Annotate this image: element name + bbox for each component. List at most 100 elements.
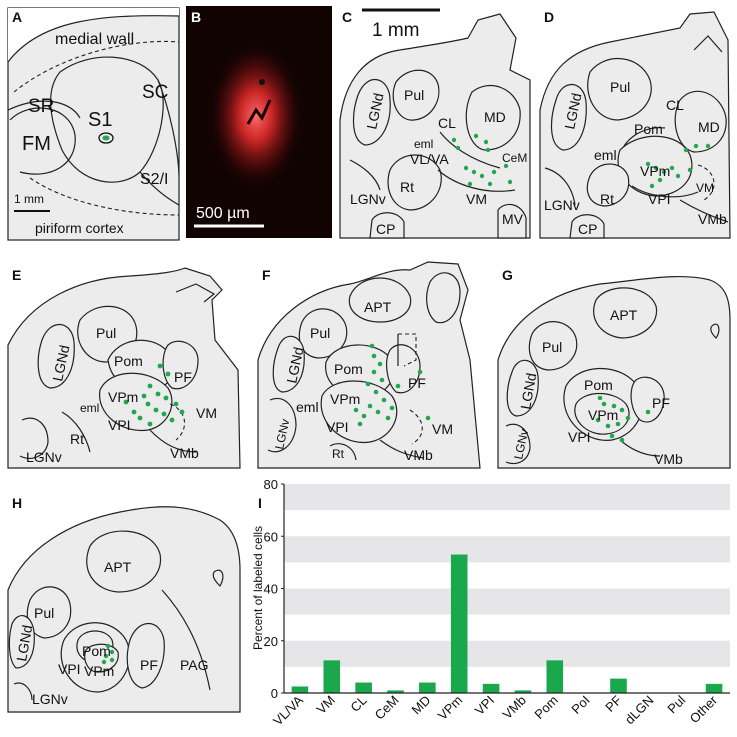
injection-track xyxy=(246,99,272,125)
cell-dot xyxy=(101,659,107,665)
x-tick-label: VPm xyxy=(435,693,466,724)
cell-dot xyxy=(163,395,169,401)
nucleus-lgnd-f xyxy=(272,335,305,393)
cell-dot xyxy=(687,167,693,173)
nucleus-lgnd-d xyxy=(551,83,587,151)
boundary-lgnv-c xyxy=(349,159,381,191)
x-tick-label: Pom xyxy=(531,693,561,723)
label-vm-e: VM xyxy=(196,405,217,421)
panel-h: H APT Pul Pom LGNd VPm PF PAG VPI LGNv xyxy=(7,495,241,713)
nucleus-rt-f xyxy=(329,443,357,461)
cell-dot xyxy=(471,169,477,175)
nucleus-pf-g xyxy=(630,376,665,423)
labeled-cells-c xyxy=(451,133,513,187)
label-s1: S1 xyxy=(88,109,112,131)
label-pf-g: PF xyxy=(652,395,670,411)
cell-dot xyxy=(463,165,469,171)
label-sr: SR xyxy=(28,96,54,117)
vessel-mark xyxy=(259,79,265,85)
cell-dot xyxy=(385,415,391,421)
nucleus-pf-e xyxy=(162,340,199,390)
cell-dot xyxy=(467,181,473,187)
cell-dot xyxy=(485,147,491,153)
label-pom-d: Pom xyxy=(634,121,663,137)
cell-dot xyxy=(169,417,175,423)
cell-dot xyxy=(669,165,675,171)
label-pf-h: PF xyxy=(140,657,158,673)
label-vpi-e: VPI xyxy=(108,417,131,433)
nucleus-lgnv-g xyxy=(505,423,531,465)
cell-dot xyxy=(147,383,153,389)
panel-h-letter: H xyxy=(12,495,22,511)
label-pul-c: Pul xyxy=(404,87,424,103)
bar-vm xyxy=(323,660,341,693)
label-lgnv-f: LGNv xyxy=(272,418,292,451)
nucleus-lgnv-h xyxy=(13,682,33,701)
bar-pf xyxy=(610,678,627,693)
bar-md xyxy=(419,682,436,693)
x-tick-label: VMb xyxy=(500,693,530,723)
dashed-boundary-bottom xyxy=(29,177,180,216)
cell-dot xyxy=(417,369,423,375)
label-vpm-f: VPm xyxy=(330,391,360,407)
cell-dot xyxy=(361,413,367,419)
labeled-cells-h xyxy=(101,643,115,665)
grid-band xyxy=(284,640,730,667)
label-cl-d: CL xyxy=(666,97,684,113)
panel-a: A medial wall SR S1 SC FM S2/I 1 mm piri… xyxy=(7,7,180,241)
label-cp-d: CP xyxy=(578,221,597,237)
small-mark-h xyxy=(212,569,224,587)
cell-dot xyxy=(353,407,359,413)
panel-d-letter: D xyxy=(544,9,554,25)
label-apt-f: APT xyxy=(364,299,392,315)
cell-dot xyxy=(597,395,603,401)
label-pf-f: PF xyxy=(408,375,426,391)
chart-grid-bands xyxy=(284,484,730,667)
boundary-pom-d xyxy=(623,127,666,147)
cell-dot xyxy=(161,411,167,417)
labeled-cells-d xyxy=(645,143,711,189)
sr-boundary xyxy=(7,100,81,119)
boundary-vm-d xyxy=(697,164,715,201)
cell-dot xyxy=(601,401,607,407)
cell-dot xyxy=(451,137,457,143)
cell-dot xyxy=(675,173,681,179)
nucleus-lgnd-e xyxy=(37,323,75,389)
label-vlva-c: VL/VA xyxy=(410,151,449,167)
y-tick-label: 40 xyxy=(264,582,278,597)
label-pom-h: Pom xyxy=(82,643,111,659)
label-pag-h: PAG xyxy=(180,657,209,673)
panel-f-letter: F xyxy=(262,267,271,283)
cell-dot xyxy=(371,353,377,359)
panel-e-letter: E xyxy=(12,267,21,283)
nucleus-lgnv-f xyxy=(267,397,297,453)
cell-dot xyxy=(625,415,631,421)
ventricle-d xyxy=(693,35,723,53)
panel-f: F APT Pul LGNd Pom PF LGNv eml VPm VPI V… xyxy=(257,261,481,469)
label-mv-c: MV xyxy=(502,211,524,227)
x-tick-label: VPI xyxy=(472,693,497,718)
panel-a-letter: A xyxy=(12,9,22,25)
boundary-rt-e xyxy=(61,411,91,453)
label-piriform: piriform cortex xyxy=(35,220,124,236)
label-pul-g: Pul xyxy=(542,339,562,355)
y-tick-label: 80 xyxy=(264,477,278,492)
label-pf-e: PF xyxy=(174,369,192,385)
labeled-cells-f xyxy=(353,343,431,427)
cell-dot xyxy=(373,389,379,395)
s1-outline xyxy=(50,56,164,183)
boundary-vpi-d xyxy=(631,185,699,198)
small-mark-g xyxy=(710,323,720,339)
cell-dot xyxy=(381,397,387,403)
label-vpm-h: VPm xyxy=(84,663,114,679)
nucleus-vpm-h xyxy=(84,643,119,673)
bar-vmb xyxy=(514,690,532,693)
injection-site-ring xyxy=(98,132,114,144)
dashed-boundary-top xyxy=(13,40,180,93)
y-tick-label: 20 xyxy=(264,634,278,649)
label-vm-c: VM xyxy=(466,191,487,207)
cell-dot xyxy=(103,653,109,659)
label-vpm-g: VPm xyxy=(588,407,618,423)
nucleus-pul-g xyxy=(528,321,578,371)
